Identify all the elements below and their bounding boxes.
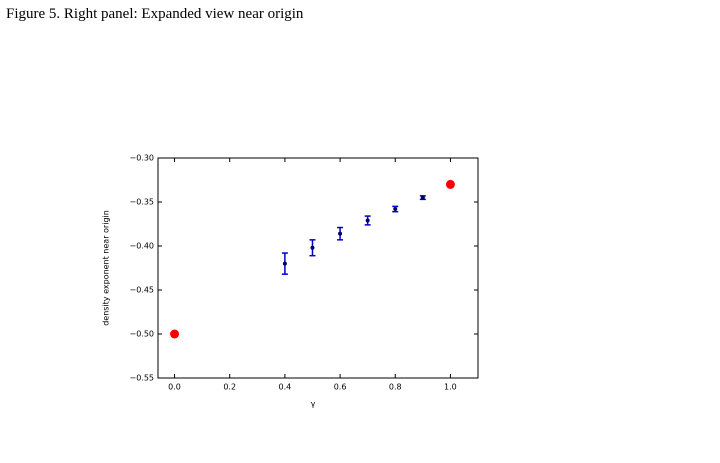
y-tick-label: −0.45 xyxy=(129,286,154,295)
y-tick-label: −0.35 xyxy=(129,198,154,207)
x-tick-label: 1.0 xyxy=(444,383,457,392)
point xyxy=(338,231,343,236)
y-tick-label: −0.55 xyxy=(129,374,154,383)
x-axis-label: γ xyxy=(311,400,316,409)
x-tick-label: 0.0 xyxy=(168,383,181,392)
x-tick-label: 0.8 xyxy=(389,383,402,392)
x-tick-label: 0.2 xyxy=(223,383,236,392)
point xyxy=(365,218,370,223)
point xyxy=(170,329,180,339)
point xyxy=(445,179,455,189)
point xyxy=(310,245,315,250)
figure-caption: Figure 5. Right panel: Expanded view nea… xyxy=(6,6,304,22)
point xyxy=(393,207,398,212)
y-tick-label: −0.50 xyxy=(129,330,154,339)
point xyxy=(420,195,425,200)
x-tick-label: 0.6 xyxy=(334,383,347,392)
point xyxy=(282,261,287,266)
y-axis-label: density exponent near origin xyxy=(102,210,111,326)
plot-frame xyxy=(157,157,479,379)
x-tick-label: 0.4 xyxy=(279,383,292,392)
y-tick-label: −0.40 xyxy=(129,242,154,251)
y-tick-label: −0.30 xyxy=(129,154,154,163)
